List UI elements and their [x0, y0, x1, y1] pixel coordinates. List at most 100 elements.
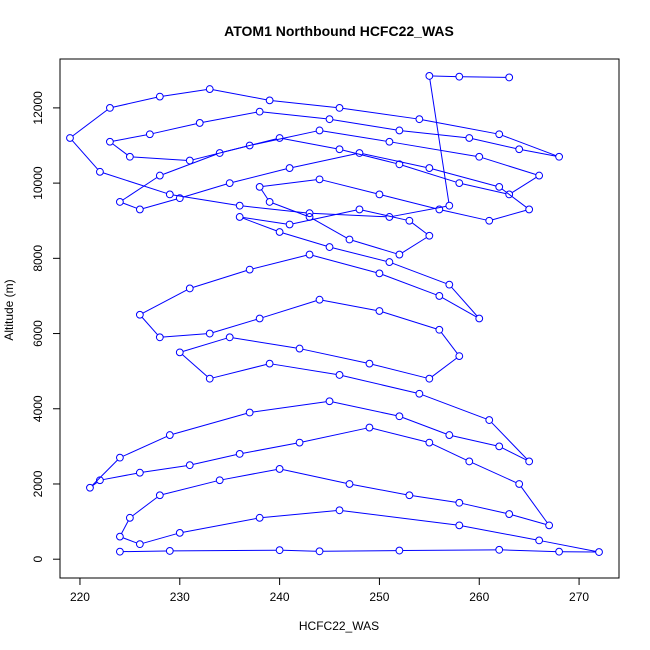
series-segment: [382, 311, 437, 330]
data-point: [255, 182, 264, 191]
series-segment: [332, 247, 387, 262]
series-segment: [141, 317, 158, 336]
data-point: [305, 213, 314, 221]
data-point: [335, 506, 344, 515]
data-point: [205, 374, 214, 383]
data-point: [115, 453, 124, 462]
series-segment: [412, 495, 456, 503]
data-point: [485, 216, 494, 225]
data-point: [445, 201, 454, 210]
data-point: [285, 220, 294, 229]
series-segment: [322, 179, 377, 195]
data-point: [495, 130, 504, 139]
data-point: [505, 510, 514, 518]
series-segment: [143, 198, 177, 209]
data-point: [395, 160, 404, 169]
data-point: [175, 194, 184, 203]
data-point: [106, 103, 114, 112]
data-point: [115, 547, 124, 556]
series-segment: [452, 435, 496, 447]
series-segment: [112, 143, 128, 156]
series-segment: [143, 533, 177, 544]
series-segment: [113, 96, 157, 108]
series-segment: [92, 459, 118, 486]
series-segment: [382, 194, 437, 210]
data-point: [455, 521, 464, 530]
series-segment: [442, 297, 477, 318]
data-point: [285, 164, 294, 172]
data-point: [295, 344, 304, 353]
series-segment: [472, 462, 517, 483]
series-segment: [462, 503, 506, 514]
data-point: [275, 465, 284, 473]
series-segment: [462, 525, 536, 541]
series-segment: [182, 354, 208, 377]
data-point: [505, 73, 514, 82]
series-segment: [232, 168, 287, 183]
data-point: [455, 72, 464, 81]
data-point: [435, 205, 444, 214]
data-point: [555, 547, 564, 556]
series-points: [66, 72, 603, 556]
data-point: [225, 179, 234, 188]
series-segment: [342, 107, 416, 120]
series-segment: [193, 145, 247, 161]
series-segment: [342, 510, 456, 526]
series-segment: [261, 189, 269, 200]
series-segment: [302, 427, 367, 443]
data-point: [165, 547, 174, 555]
data-point: [535, 171, 544, 180]
data-point: [155, 92, 164, 101]
series-segment: [153, 123, 197, 134]
series-segment: [491, 422, 528, 460]
data-point: [86, 483, 94, 492]
x-axis-label: HCFC22_WAS: [299, 619, 379, 633]
series-segment: [492, 209, 526, 221]
series-segment: [342, 375, 417, 394]
series-segment: [121, 520, 129, 534]
data-point: [245, 265, 254, 274]
series-segment: [272, 202, 307, 217]
data-point: [275, 134, 284, 142]
series-segment: [103, 172, 167, 194]
data-point: [595, 548, 603, 556]
series-segment: [223, 469, 277, 481]
series-segment: [352, 484, 407, 496]
data-point: [295, 438, 304, 447]
data-point: [425, 438, 434, 447]
series-segment: [422, 119, 496, 135]
chart-title: ATOM1 Northbound HCFC22_WAS: [224, 23, 454, 39]
series-segment: [542, 540, 596, 552]
data-point: [365, 423, 374, 432]
data-point: [465, 134, 474, 142]
data-point: [425, 231, 434, 240]
series-segment: [103, 472, 137, 481]
series-segment: [252, 254, 307, 270]
data-point: [135, 310, 144, 319]
data-point: [165, 431, 174, 439]
series-segment: [392, 141, 476, 157]
data-point: [415, 115, 424, 124]
y-tick-label: 4000: [31, 395, 45, 422]
data-point: [415, 389, 424, 398]
series-segment: [502, 134, 557, 157]
series-segment: [253, 401, 327, 413]
series-segment: [122, 202, 137, 209]
data-point: [265, 96, 274, 105]
series-segment: [72, 109, 108, 137]
data-point: [315, 126, 324, 135]
series-segment: [392, 205, 446, 217]
series-segment: [322, 299, 377, 311]
series-segment: [143, 465, 187, 473]
series-segment: [312, 218, 347, 239]
series-segment: [282, 232, 327, 247]
series-segment: [442, 209, 486, 221]
data-point: [425, 374, 434, 383]
x-tick-label: 250: [369, 590, 389, 604]
series-segment: [501, 188, 527, 208]
series-segment: [362, 153, 427, 168]
data-point: [455, 179, 464, 188]
y-tick-label: 12000: [31, 91, 45, 125]
data-point: [435, 292, 444, 300]
